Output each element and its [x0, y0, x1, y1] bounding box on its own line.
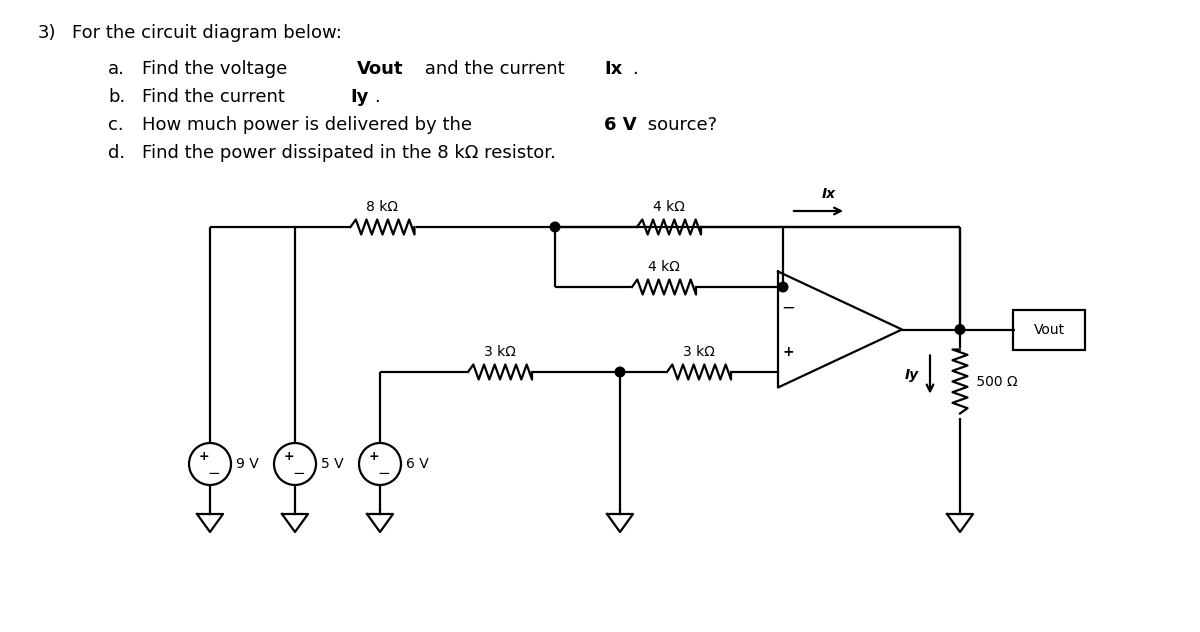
Text: How much power is delivered by the: How much power is delivered by the — [142, 116, 478, 134]
Text: 6 V: 6 V — [406, 457, 428, 471]
Text: Iy: Iy — [350, 88, 368, 106]
Text: 4 kΩ: 4 kΩ — [648, 260, 680, 274]
Text: .: . — [632, 60, 637, 78]
Text: 3 kΩ: 3 kΩ — [683, 345, 715, 359]
Text: b.: b. — [108, 88, 125, 106]
Text: Ix: Ix — [604, 60, 623, 78]
Text: c.: c. — [108, 116, 124, 134]
Text: 9 V: 9 V — [236, 457, 259, 471]
Text: and the current: and the current — [419, 60, 570, 78]
Circle shape — [616, 367, 625, 377]
Text: Ix: Ix — [822, 187, 835, 201]
Text: Find the power dissipated in the 8 kΩ resistor.: Find the power dissipated in the 8 kΩ re… — [142, 144, 556, 162]
Text: Iy: Iy — [905, 367, 919, 382]
Text: 3): 3) — [38, 24, 56, 42]
Text: 4 kΩ: 4 kΩ — [653, 200, 685, 214]
Text: +: + — [199, 449, 209, 463]
Text: 8 kΩ: 8 kΩ — [366, 200, 398, 214]
Text: 3 kΩ: 3 kΩ — [484, 345, 516, 359]
Text: Vout: Vout — [1033, 322, 1064, 336]
Text: 5 V: 5 V — [322, 457, 343, 471]
Text: Find the current: Find the current — [142, 88, 290, 106]
Text: −: − — [293, 466, 305, 480]
Text: +: + — [782, 344, 794, 358]
FancyBboxPatch shape — [1013, 310, 1085, 349]
Text: For the circuit diagram below:: For the circuit diagram below: — [72, 24, 342, 42]
Circle shape — [955, 325, 965, 334]
Text: source?: source? — [642, 116, 718, 134]
Text: +: + — [368, 449, 379, 463]
Text: 500 Ω: 500 Ω — [972, 375, 1018, 389]
Text: d.: d. — [108, 144, 125, 162]
Text: a.: a. — [108, 60, 125, 78]
Text: Vout: Vout — [358, 60, 403, 78]
Text: 6 V: 6 V — [604, 116, 637, 134]
Text: −: − — [781, 298, 794, 317]
Circle shape — [551, 222, 559, 232]
Text: .: . — [374, 88, 379, 106]
Text: Find the voltage: Find the voltage — [142, 60, 293, 78]
Circle shape — [779, 283, 787, 292]
Text: −: − — [378, 466, 390, 480]
Text: −: − — [208, 466, 221, 480]
Text: +: + — [283, 449, 294, 463]
